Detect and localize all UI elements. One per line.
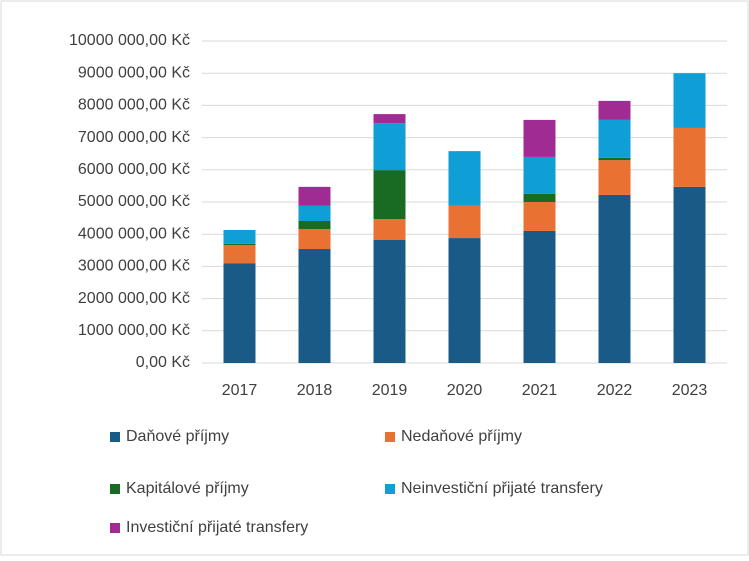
bar-segment	[298, 186, 331, 206]
legend-swatch	[110, 432, 120, 442]
legend-swatch	[110, 523, 120, 533]
bar-segment	[673, 73, 706, 128]
x-tick-label: 2017	[222, 382, 258, 399]
bar-segment	[298, 229, 331, 250]
bar-segment	[598, 119, 631, 158]
legend-label: Nedaňové příjmy	[401, 428, 522, 445]
bar-segment	[523, 156, 556, 194]
y-tick-label: 9000 000,00 Kč	[78, 64, 190, 81]
y-tick-label: 10000 000,00 Kč	[69, 32, 190, 49]
y-tick-label: 2000 000,00 Kč	[78, 290, 190, 307]
bar-segment	[373, 123, 406, 171]
bar-segment	[298, 249, 331, 363]
y-tick-label: 6000 000,00 Kč	[78, 161, 190, 178]
y-tick-label: 7000 000,00 Kč	[78, 129, 190, 146]
bar-segment	[598, 100, 631, 120]
y-tick-label: 8000 000,00 Kč	[78, 97, 190, 114]
bar-segment	[373, 219, 406, 240]
bar-segment	[373, 114, 406, 124]
bar-segment	[598, 160, 631, 195]
bar-segment	[673, 127, 706, 187]
x-tick-label: 2021	[522, 382, 558, 399]
legend-label: Daňové příjmy	[126, 428, 229, 445]
x-tick-label: 2019	[372, 382, 408, 399]
bar-segment	[298, 220, 331, 230]
legend-label: Neinvestiční přijaté transfery	[401, 480, 603, 497]
bar-segment	[373, 170, 406, 220]
x-tick-label: 2018	[297, 382, 333, 399]
bar-segment	[448, 151, 481, 206]
bar-segment	[298, 205, 331, 221]
x-tick-label: 2022	[597, 382, 633, 399]
y-tick-label: 3000 000,00 Kč	[78, 258, 190, 275]
legend-label: Kapitálové příjmy	[126, 480, 249, 497]
bar-segment	[373, 239, 406, 363]
bar-segment	[223, 245, 256, 264]
bar-segment	[223, 243, 256, 246]
bar-segment	[523, 230, 556, 363]
legend-swatch	[110, 484, 120, 494]
bar-segment	[448, 238, 481, 363]
bar-segment	[448, 205, 481, 239]
legend-swatch	[385, 432, 395, 442]
bar-segment	[523, 119, 556, 157]
y-tick-label: 0,00 Kč	[136, 354, 190, 371]
bar-segment	[598, 157, 631, 161]
x-tick-label: 2023	[672, 382, 708, 399]
bar-segment	[673, 186, 706, 363]
bar-segment	[223, 263, 256, 363]
bar-segment	[523, 193, 556, 202]
bar-segment	[523, 202, 556, 231]
bar-segment	[598, 194, 631, 363]
y-tick-label: 1000 000,00 Kč	[78, 322, 190, 339]
x-tick-label: 2020	[447, 382, 483, 399]
y-tick-label: 5000 000,00 Kč	[78, 193, 190, 210]
legend-label: Investiční přijaté transfery	[126, 519, 308, 536]
bar-segment	[223, 230, 256, 244]
y-tick-label: 4000 000,00 Kč	[78, 225, 190, 242]
legend-swatch	[385, 484, 395, 494]
